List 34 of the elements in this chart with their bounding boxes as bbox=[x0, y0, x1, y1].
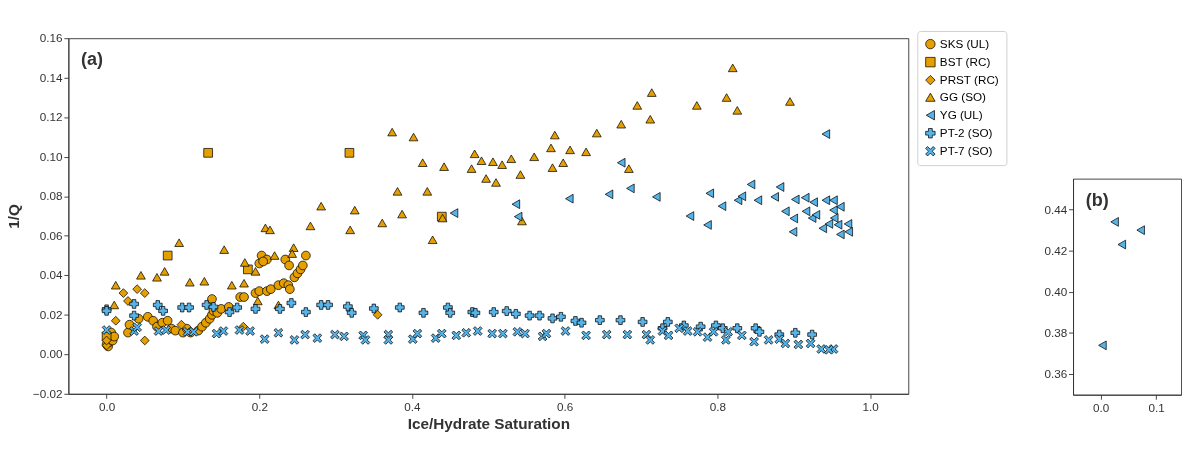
x-tick-label: 0.6 bbox=[557, 400, 574, 414]
x-tick-label: 0.1 bbox=[1148, 401, 1165, 415]
y-tick-label: 0.44 bbox=[1044, 202, 1068, 216]
legend-label: GG (SO) bbox=[939, 89, 987, 103]
x-axis-title: Ice/Hydrate Saturation bbox=[407, 415, 571, 433]
x-tick-label: 1.0 bbox=[862, 400, 880, 414]
legend-label: BST (RC) bbox=[939, 54, 991, 68]
x-tick-label: 0.8 bbox=[709, 400, 727, 414]
legend-label: SKS (UL) bbox=[939, 36, 990, 50]
y-tick-label: 0.14 bbox=[39, 70, 64, 84]
y-axis-title: 1/Q bbox=[4, 204, 22, 229]
x-tick-label: 0.4 bbox=[404, 400, 422, 414]
y-tick-label: 0.38 bbox=[1044, 326, 1068, 340]
legend-label: PT-7 (SO) bbox=[939, 143, 993, 157]
annotation: (a) bbox=[81, 49, 104, 70]
y-tick-label: 0.12 bbox=[39, 110, 63, 124]
x-tick-label: 0.0 bbox=[1093, 401, 1110, 415]
y-tick-label: 0.16 bbox=[39, 31, 63, 45]
legend-label: PT-2 (SO) bbox=[939, 125, 993, 139]
y-tick-label: 0.40 bbox=[1044, 284, 1068, 298]
y-tick-label: 0.36 bbox=[1044, 367, 1068, 381]
x-tick-label: 0.2 bbox=[251, 400, 268, 414]
y-tick-label: −0.02 bbox=[32, 386, 63, 400]
legend-label: YG (UL) bbox=[939, 107, 983, 121]
y-tick-label: 0.04 bbox=[39, 268, 64, 282]
y-tick-label: 0.00 bbox=[39, 347, 64, 361]
y-tick-label: 0.42 bbox=[1044, 243, 1068, 257]
y-tick-label: 0.08 bbox=[39, 189, 63, 203]
y-tick-label: 0.10 bbox=[39, 149, 64, 163]
annotation: (b) bbox=[1085, 189, 1109, 210]
y-tick-label: 0.06 bbox=[39, 228, 63, 242]
y-tick-label: 0.02 bbox=[39, 307, 63, 321]
legend-label: PRST (RC) bbox=[939, 72, 999, 86]
x-tick-label: 0.0 bbox=[98, 400, 116, 414]
